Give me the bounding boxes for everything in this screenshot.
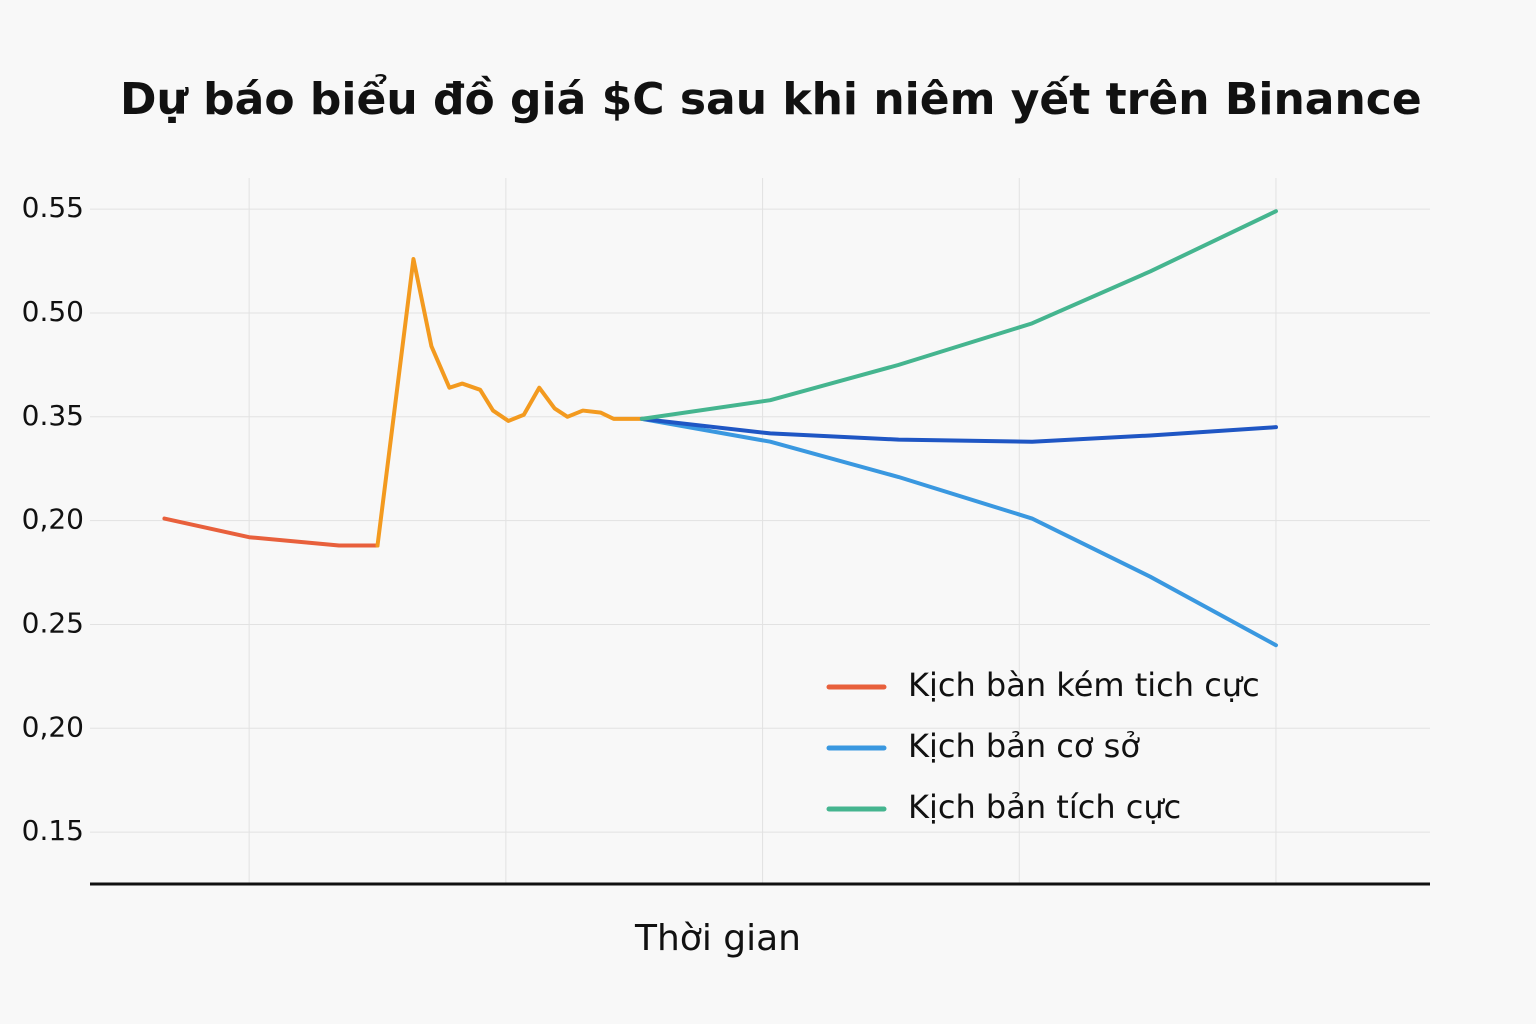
y-tick-label: 0.35	[22, 399, 84, 432]
legend-label: Kịch bàn kém tich cực	[908, 666, 1260, 704]
line-series	[639, 209, 1278, 421]
line-series	[639, 416, 1278, 648]
x-axis-label: Thời gian	[634, 918, 801, 959]
y-tick-label: 0.15	[22, 814, 84, 847]
y-tick-label: 0.50	[22, 295, 84, 328]
y-tick-label: 0.25	[22, 606, 84, 639]
y-tick-label: 0.55	[22, 191, 84, 224]
line-series	[375, 256, 644, 548]
line-series	[639, 416, 1278, 444]
line-series	[162, 516, 380, 548]
legend-label: Kịch bản cơ sở	[908, 727, 1140, 765]
legend-label: Kịch bản tích cực	[908, 788, 1181, 826]
chart-title: Dự báo biểu đồ giá $C sau khi niêm yết t…	[120, 73, 1422, 125]
y-tick-label: 0,20	[22, 710, 84, 743]
y-tick-label: 0,20	[22, 503, 84, 536]
